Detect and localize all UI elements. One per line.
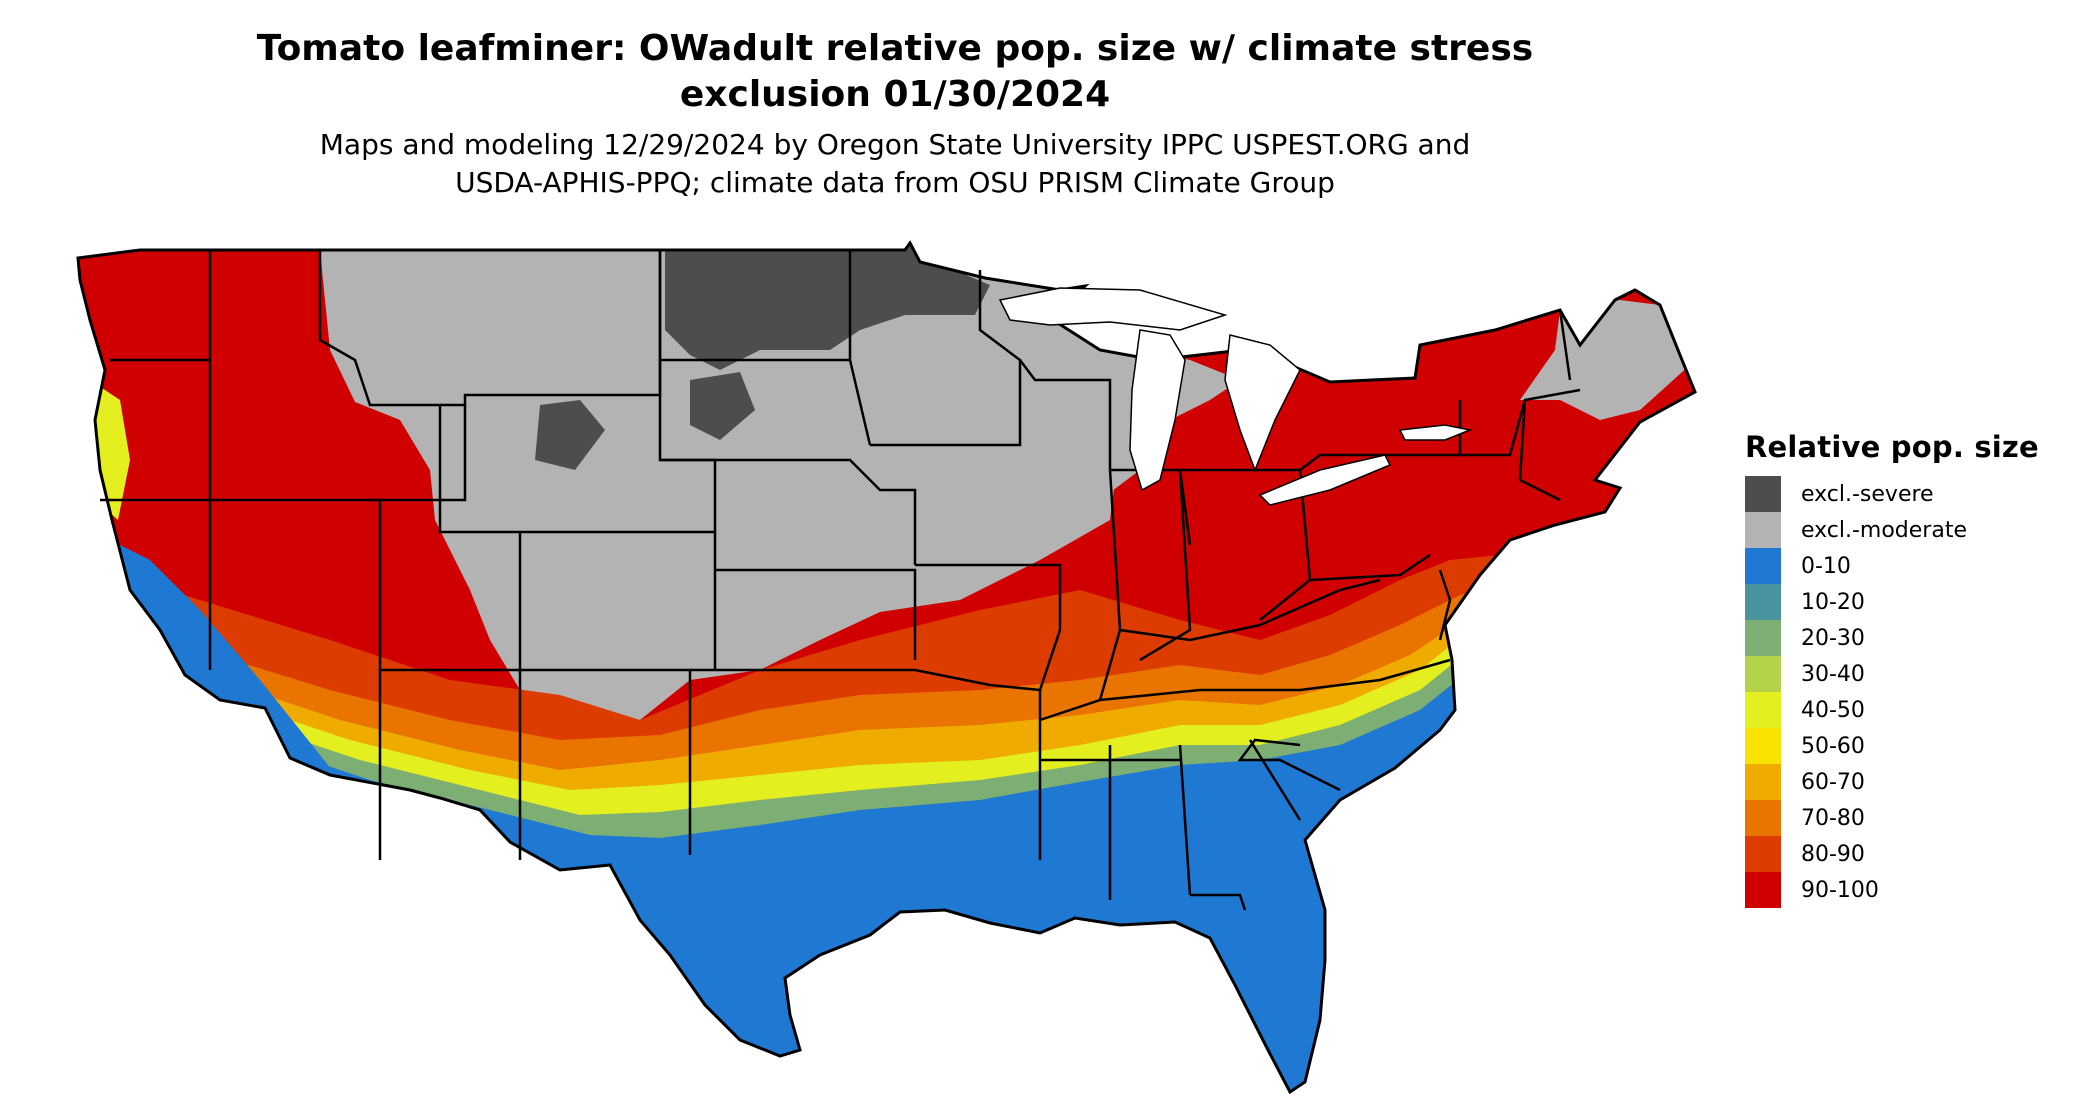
legend-swatch [1745, 800, 1781, 836]
legend-label: 90-100 [1801, 877, 1879, 903]
legend-swatch [1745, 836, 1781, 872]
legend-item: 10-20 [1745, 584, 2085, 620]
legend-swatch [1745, 872, 1781, 908]
legend-item: 80-90 [1745, 836, 2085, 872]
legend-item: excl.-severe [1745, 476, 2085, 512]
legend-swatch [1745, 656, 1781, 692]
legend-label: 20-30 [1801, 625, 1865, 651]
legend-label: 40-50 [1801, 697, 1865, 723]
map-title: Tomato leafminer: OWadult relative pop. … [180, 26, 1610, 118]
legend-item: 60-70 [1745, 764, 2085, 800]
legend-swatch [1745, 764, 1781, 800]
legend-label: 10-20 [1801, 589, 1865, 615]
legend-item: excl.-moderate [1745, 512, 2085, 548]
legend-swatch [1745, 620, 1781, 656]
legend-item: 30-40 [1745, 656, 2085, 692]
legend-item: 40-50 [1745, 692, 2085, 728]
legend-item: 20-30 [1745, 620, 2085, 656]
excl-severe-patch-2 [690, 372, 755, 440]
legend-items: excl.-severe excl.-moderate 0-10 10-20 20-30… [1745, 476, 2085, 908]
lake-superior [998, 287, 1228, 331]
legend-label: 50-60 [1801, 733, 1865, 759]
legend-label: 30-40 [1801, 661, 1865, 687]
lake-ontario [1398, 424, 1473, 441]
lake-michigan [1129, 329, 1186, 492]
legend-item: 0-10 [1745, 548, 2085, 584]
map-subtitle: Maps and modeling 12/29/2024 by Oregon S… [180, 126, 1610, 202]
legend-title: Relative pop. size [1745, 430, 2039, 464]
excl-severe-region [665, 243, 990, 370]
legend-label: excl.-severe [1801, 481, 1934, 507]
map-title-line2: exclusion 01/30/2024 [679, 74, 1111, 115]
legend-label: 0-10 [1801, 553, 1851, 579]
great-lakes [998, 287, 1473, 506]
legend-item: 90-100 [1745, 872, 2085, 908]
legend-swatch [1745, 728, 1781, 764]
legend-swatch [1745, 584, 1781, 620]
lake-erie [1258, 454, 1392, 506]
legend-label: excl.-moderate [1801, 517, 1967, 543]
lake-huron [1224, 334, 1301, 473]
legend-swatch [1745, 512, 1781, 548]
legend-item: 70-80 [1745, 800, 2085, 836]
map-title-line1: Tomato leafminer: OWadult relative pop. … [256, 28, 1534, 69]
legend-label: 60-70 [1801, 769, 1865, 795]
us-map [76, 241, 1697, 1094]
map-subtitle-line2: USDA-APHIS-PPQ; climate data from OSU PR… [455, 166, 1335, 199]
legend-swatch [1745, 476, 1781, 512]
legend-item: 50-60 [1745, 728, 2085, 764]
legend: Relative pop. size excl.-severe excl.-mod… [1745, 430, 2085, 908]
excl-moderate-region [320, 250, 1180, 720]
legend-label: 80-90 [1801, 841, 1865, 867]
legend-swatch [1745, 692, 1781, 728]
excl-severe-patch-1 [535, 400, 605, 470]
legend-swatch [1745, 548, 1781, 584]
map-subtitle-line1: Maps and modeling 12/29/2024 by Oregon S… [319, 128, 1471, 161]
state-boundaries [100, 250, 1581, 911]
legend-label: 70-80 [1801, 805, 1865, 831]
